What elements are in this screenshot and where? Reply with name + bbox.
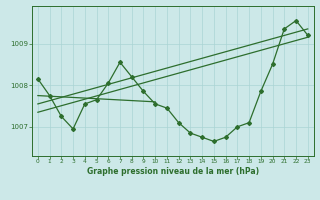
X-axis label: Graphe pression niveau de la mer (hPa): Graphe pression niveau de la mer (hPa) — [87, 167, 259, 176]
